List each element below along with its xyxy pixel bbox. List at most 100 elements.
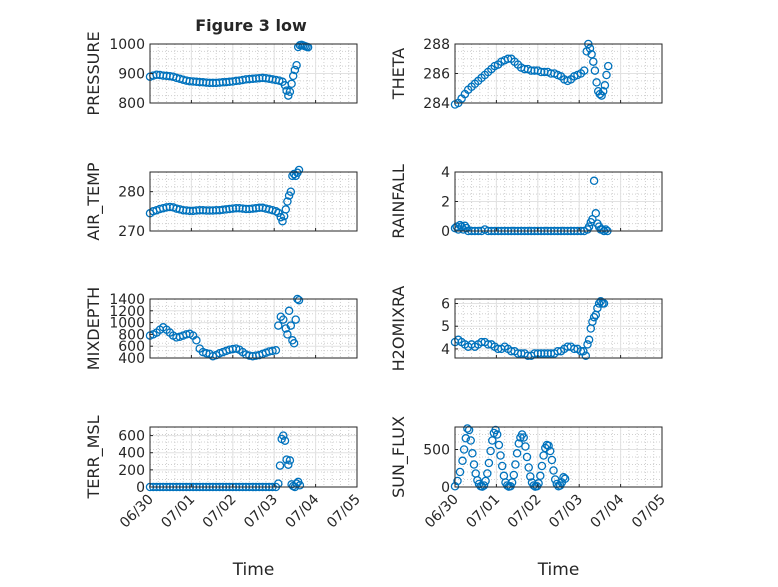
x-tick-label: 07/01: [463, 492, 503, 532]
data-point: [295, 481, 305, 490]
y-tick-label: 0: [441, 480, 450, 496]
data-point: [291, 315, 300, 324]
x-tick-label: 07/03: [546, 492, 586, 532]
x-axis-label: Time: [537, 560, 580, 580]
data-point: [294, 295, 304, 305]
axes-box: [454, 426, 663, 488]
data-point: [468, 449, 477, 458]
data-point: [271, 346, 281, 355]
x-tick-label: 07/01: [158, 492, 198, 532]
y-axis-label: AIR_TEMP: [84, 162, 104, 240]
y-tick-label: 280: [118, 185, 145, 201]
y-tick-label: 4: [441, 165, 450, 181]
data-point: [593, 303, 602, 313]
y-tick-label: 6: [441, 297, 450, 313]
data-point: [496, 451, 505, 460]
y-tick-label: 200: [118, 463, 145, 479]
data-point: [589, 176, 599, 186]
axes-box: [149, 171, 358, 232]
y-axis-label: PRESSURE: [84, 31, 103, 115]
panel-pressure: 800 900 1000 PRESSURE: [84, 31, 358, 116]
data-point: [294, 165, 304, 175]
data-point: [592, 78, 601, 87]
panel-sun-flux: 0 500 SUN_FLUX 06/30 07/01 07/02 07/03 07/04 07/…: [389, 416, 669, 580]
data-point: [486, 446, 495, 456]
y-tick-label: 0: [136, 480, 145, 496]
data-point: [524, 463, 533, 472]
y-axis-label: RAINFALL: [389, 164, 408, 239]
data-point: [526, 472, 535, 481]
data-point: [280, 436, 290, 445]
data-point: [288, 71, 298, 81]
data-point: [497, 461, 507, 471]
data-point: [284, 91, 293, 100]
y-tick-label: 284: [423, 96, 450, 112]
y-tick-label: 500: [423, 443, 450, 459]
x-tick-label: 07/04: [283, 491, 323, 531]
y-tick-label: 5: [441, 319, 450, 335]
data-point: [479, 481, 489, 490]
data-point: [579, 66, 589, 75]
data-point: [491, 425, 500, 435]
data-point: [601, 225, 610, 234]
data-point: [484, 458, 494, 468]
data-point: [458, 456, 467, 466]
x-tick-label: 07/03: [241, 492, 281, 532]
x-axis-label: Time: [232, 560, 275, 580]
data-point: [590, 66, 600, 75]
x-tick-label: 07/02: [200, 492, 240, 532]
data-point: [285, 87, 295, 97]
panel-rainfall: 0 2 4 RAINFALL: [389, 164, 663, 240]
y-tick-label: 0: [441, 224, 450, 240]
plot-area: [150, 172, 357, 231]
axes-box: [149, 298, 358, 359]
data-point: [492, 430, 502, 439]
data-point: [494, 440, 504, 450]
data-point: [584, 222, 594, 231]
data-point: [549, 466, 558, 475]
data-point: [283, 197, 292, 206]
data-point: [589, 57, 598, 66]
data-point: [598, 225, 607, 234]
data-point: [461, 434, 471, 443]
y-tick-label: 4: [441, 342, 450, 358]
y-tick-label: 286: [423, 67, 450, 83]
data-point: [591, 209, 601, 218]
x-tick-label: 06/30: [117, 492, 157, 532]
y-tick-label: 270: [118, 224, 145, 240]
y-tick-label: 800: [118, 96, 145, 112]
data-point: [544, 441, 553, 451]
data-point: [284, 191, 294, 200]
axes-box: [149, 426, 358, 488]
data-point: [284, 460, 293, 469]
data-point: [285, 456, 295, 465]
data-point: [453, 476, 462, 486]
y-tick-label: 600: [118, 339, 145, 355]
data-point: [506, 482, 515, 491]
data-point: [509, 470, 519, 480]
data-point: [588, 317, 597, 326]
y-axis-label: MIXDEPTH: [84, 287, 103, 370]
x-tick-label: 07/05: [324, 492, 364, 532]
data-point: [597, 91, 606, 100]
data-point: [287, 79, 296, 89]
data-point: [585, 44, 595, 53]
y-tick-label: 900: [118, 67, 145, 83]
data-point: [522, 452, 532, 462]
y-tick-label: 1000: [109, 37, 145, 53]
data-point: [539, 451, 548, 460]
data-point: [459, 445, 469, 454]
data-point: [512, 449, 522, 458]
data-point: [274, 321, 283, 330]
data-point: [545, 446, 555, 456]
data-point: [463, 424, 472, 433]
data-point: [292, 60, 301, 70]
x-tick-label: 07/04: [588, 491, 628, 531]
panel-air-temp: 270 280 AIR_TEMP: [84, 162, 358, 241]
y-tick-label: 400: [118, 446, 145, 462]
y-tick-label: 800: [118, 327, 145, 343]
data-point: [581, 351, 591, 360]
